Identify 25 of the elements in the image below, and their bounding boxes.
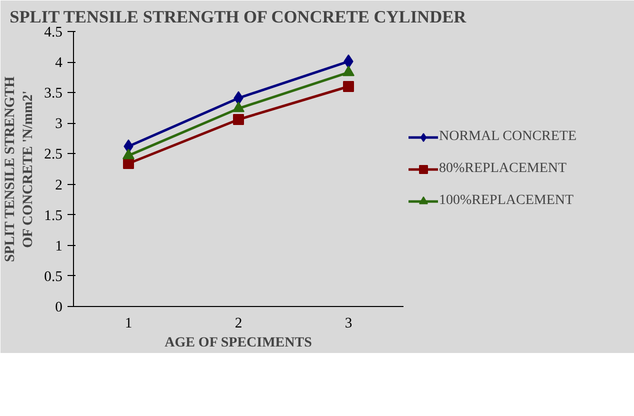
legend-label: NORMAL CONCRETE [439,128,577,144]
chart-title: SPLIT TENSILE STRENGTH OF CONCRETE CYLINDER [10,8,467,26]
point [233,114,244,125]
point [232,102,244,112]
legend-label: 100%REPLACEMENT [439,192,574,208]
point [343,81,354,92]
y-tick-label: 2 [55,177,62,194]
y-tick-label: 3.5 [44,86,63,102]
y-tick-label: 2.5 [44,146,63,163]
y-tick-label: 0.5 [44,268,63,285]
x-tick-label: 1 [124,316,132,332]
y-tick-label: 4 [55,55,64,72]
x-tick-label: 3 [344,316,352,332]
y-tick-label: 1.5 [44,208,63,224]
point [123,158,134,169]
y-tick-label: 3 [55,116,62,132]
y-tick-label: 1 [55,238,62,254]
y-tick-label: 0 [55,300,62,316]
x-tick-label: 2 [234,316,242,332]
point [122,148,134,160]
y-tick-label: 4.5 [44,24,63,40]
legend-label: 80%REPLACEMENT [439,160,567,176]
y-axis-title: SPLIT TENSILE STRENGTH OF CONCRETE 'N/mm2' [3,76,36,262]
point [342,66,354,76]
x-axis-title: AGE OF SPECIMENTS [164,336,312,350]
